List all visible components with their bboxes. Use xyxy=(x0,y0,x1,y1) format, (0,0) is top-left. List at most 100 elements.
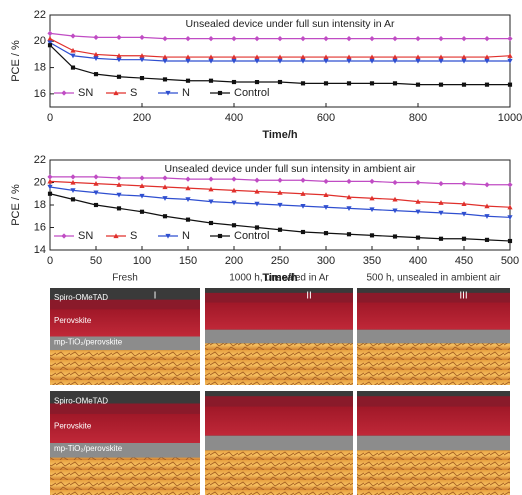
marker xyxy=(438,58,444,64)
y-tick-label: 20 xyxy=(34,176,46,188)
y-tick-label: 18 xyxy=(34,61,46,73)
marker xyxy=(47,178,53,184)
marker xyxy=(392,58,398,64)
spiro-layer xyxy=(205,292,353,305)
layer-label: Perovskite xyxy=(54,421,92,430)
perovskite-layer xyxy=(50,413,200,443)
marker xyxy=(484,36,490,42)
marker xyxy=(484,54,490,60)
marker xyxy=(254,188,260,194)
marker xyxy=(208,220,214,226)
marker xyxy=(162,58,168,64)
marker xyxy=(254,79,260,85)
marker xyxy=(208,199,214,205)
legend-label: S xyxy=(130,230,137,242)
marker xyxy=(162,36,168,42)
marker xyxy=(507,215,513,220)
marker xyxy=(277,227,283,232)
marker xyxy=(162,214,168,219)
marker xyxy=(47,184,53,190)
marker xyxy=(392,196,398,202)
panel-label: III xyxy=(459,291,467,302)
marker xyxy=(162,196,168,201)
marker xyxy=(61,90,67,96)
marker xyxy=(484,214,490,219)
perovskite-layer xyxy=(205,302,353,330)
x-tick-label: 500 xyxy=(501,255,519,267)
marker xyxy=(116,53,122,58)
marker xyxy=(507,182,513,188)
legend-label: Control xyxy=(234,230,269,242)
x-tick-label: 100 xyxy=(133,255,151,267)
y-tick-label: 22 xyxy=(34,154,46,166)
marker xyxy=(254,225,260,230)
marker xyxy=(369,195,375,201)
marker xyxy=(185,197,191,202)
grain-layer xyxy=(50,350,200,385)
marker xyxy=(116,192,122,198)
marker xyxy=(277,202,283,208)
marker xyxy=(47,36,53,41)
legend-label: N xyxy=(182,87,190,99)
marker xyxy=(484,82,490,87)
marker xyxy=(277,177,283,183)
marker xyxy=(415,209,421,215)
micrograph: II xyxy=(205,288,353,385)
marker xyxy=(323,58,329,64)
marker xyxy=(208,78,214,83)
marker xyxy=(254,58,260,64)
marker xyxy=(139,34,145,40)
spiro-layer xyxy=(50,403,200,416)
marker xyxy=(139,175,145,181)
marker xyxy=(139,193,145,199)
micrograph: I Spiro-OMeTAD Perovskite mp-TiO₂/perovskit… xyxy=(50,288,200,385)
y-tick-label: 16 xyxy=(34,221,46,233)
marker xyxy=(208,54,214,60)
x-tick-label: 350 xyxy=(363,255,381,267)
marker xyxy=(70,179,76,185)
marker xyxy=(369,54,375,60)
layer-label: mp-TiO₂/perovskite xyxy=(54,444,123,453)
marker xyxy=(70,47,76,53)
marker xyxy=(484,182,490,188)
marker xyxy=(139,209,145,214)
marker xyxy=(392,208,398,214)
x-tick-label: 0 xyxy=(47,112,53,124)
marker xyxy=(438,54,444,60)
x-tick-label: 50 xyxy=(90,255,102,267)
marker xyxy=(185,36,191,42)
y-axis-label: PCE / % xyxy=(10,184,22,226)
spiro-layer xyxy=(50,299,200,312)
x-tick-label: 400 xyxy=(225,112,243,124)
perovskite-layer xyxy=(50,309,200,337)
marker xyxy=(93,190,99,196)
marker xyxy=(323,54,329,60)
marker xyxy=(231,79,237,85)
legend-label: S xyxy=(130,87,137,99)
legend-label: Control xyxy=(234,87,269,99)
marker xyxy=(208,176,214,182)
x-tick-label: 1000 xyxy=(498,112,522,124)
marker xyxy=(369,233,375,238)
marker xyxy=(507,238,513,244)
tio2-layer xyxy=(357,435,510,451)
marker xyxy=(231,36,237,42)
marker xyxy=(438,82,444,87)
marker xyxy=(392,36,398,42)
marker xyxy=(300,36,306,42)
marker xyxy=(165,90,171,96)
micrograph: Spiro-OMeTAD Perovskite mp-TiO₂/perovskite xyxy=(50,391,200,495)
micrograph xyxy=(357,391,510,495)
marker xyxy=(70,33,76,39)
marker xyxy=(208,186,214,192)
marker xyxy=(346,36,352,42)
marker xyxy=(116,175,122,181)
x-axis-label: Time/h xyxy=(262,129,298,141)
marker xyxy=(392,234,398,239)
spiro-layer xyxy=(205,396,353,409)
marker xyxy=(300,177,306,183)
perovskite-layer xyxy=(357,302,510,330)
marker xyxy=(461,211,467,217)
grain-layer xyxy=(50,457,200,495)
